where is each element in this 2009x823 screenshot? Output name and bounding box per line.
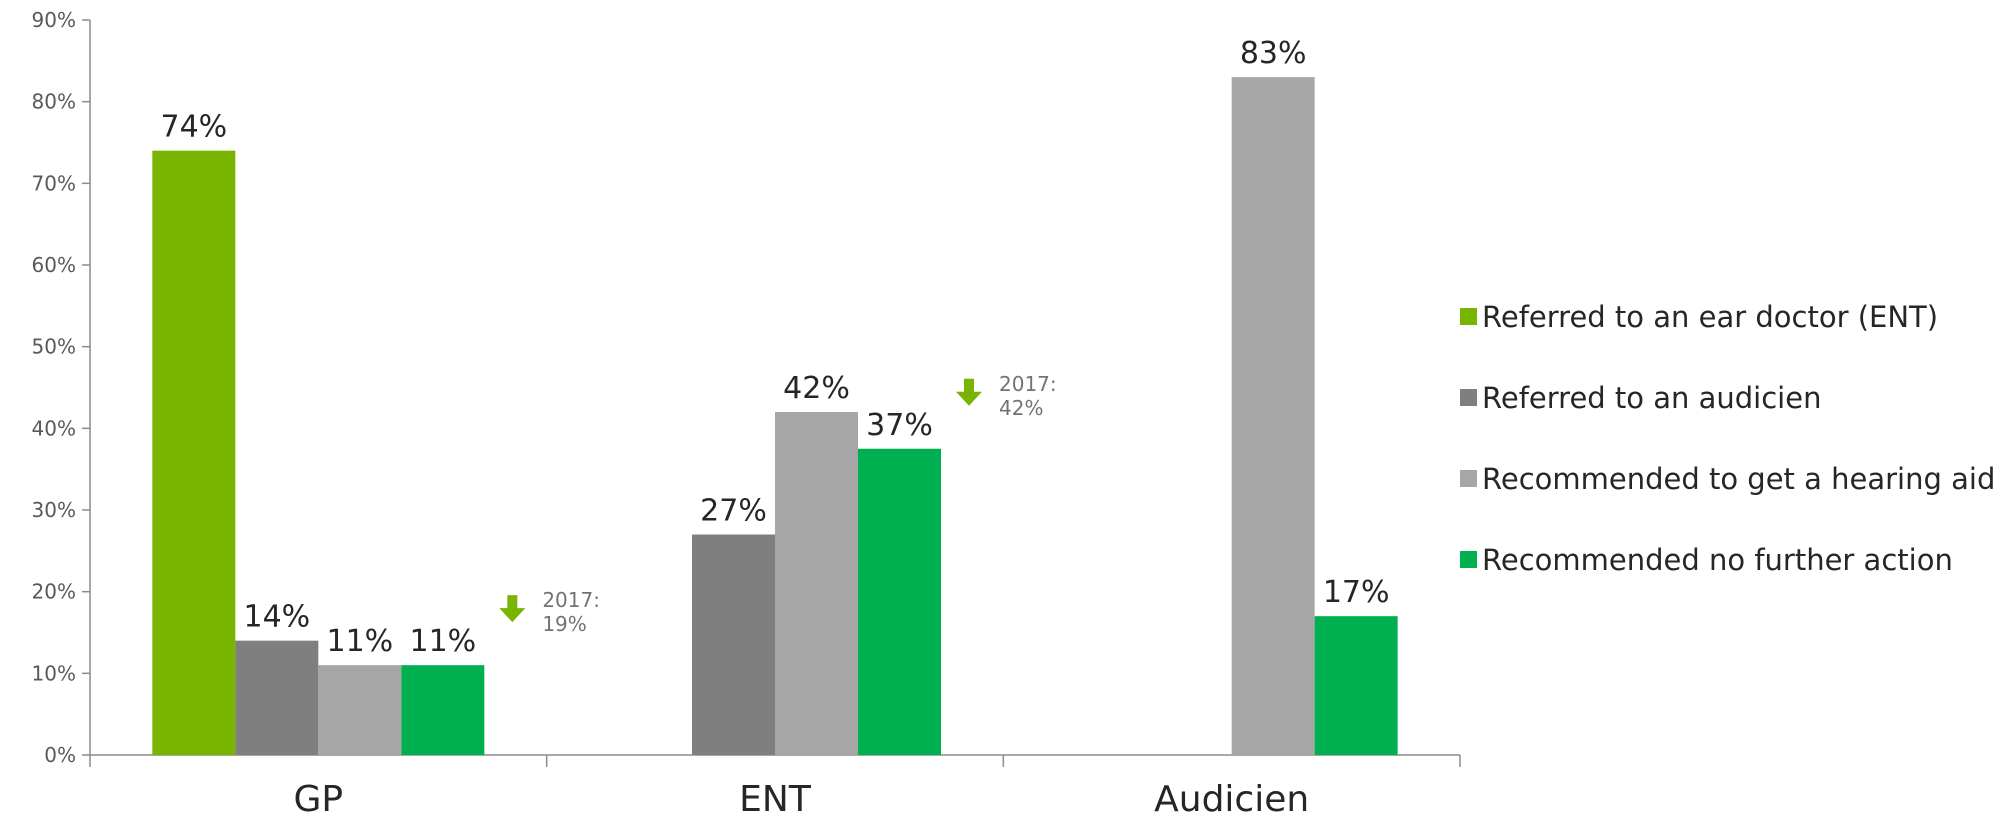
- legend-label: Referred to an audicien: [1482, 381, 1821, 415]
- data-label: 27%: [700, 494, 767, 529]
- data-label: 11%: [409, 624, 476, 659]
- down-arrow-icon: [956, 378, 982, 406]
- y-tick-label: 80%: [32, 90, 76, 114]
- legend-swatch: [1460, 308, 1477, 325]
- data-label: 17%: [1323, 575, 1390, 610]
- bar[interactable]: [775, 412, 858, 755]
- y-tick-label: 70%: [32, 171, 76, 195]
- down-arrow-shaft: [964, 378, 974, 393]
- annotation-year: 2017:: [999, 372, 1057, 396]
- data-label: 42%: [783, 371, 850, 406]
- down-arrow-icon: [499, 595, 526, 623]
- y-tick-label: 60%: [32, 253, 76, 277]
- legend-label: Recommended no further action: [1482, 543, 1953, 577]
- legend-swatch: [1460, 470, 1477, 487]
- down-arrow-head: [956, 391, 982, 406]
- x-category-label: ENT: [739, 779, 812, 820]
- bar[interactable]: [152, 150, 236, 755]
- legend-swatch: [1460, 389, 1477, 406]
- annotation-value: 42%: [999, 396, 1043, 420]
- data-label: 14%: [243, 600, 310, 635]
- annotation-value: 19%: [542, 612, 586, 636]
- bar[interactable]: [235, 640, 319, 755]
- data-label: 11%: [326, 624, 393, 659]
- y-tick-label: 10%: [32, 661, 76, 685]
- bar[interactable]: [1231, 77, 1315, 755]
- x-category-label: GP: [294, 779, 344, 820]
- y-tick-label: 20%: [32, 580, 76, 604]
- down-arrow-head: [499, 608, 526, 623]
- legend-label: Recommended to get a hearing aid: [1482, 462, 1995, 496]
- annotation-year: 2017:: [542, 588, 600, 612]
- y-tick-label: 90%: [32, 8, 76, 32]
- bar[interactable]: [858, 448, 941, 755]
- legend-label: Referred to an ear doctor (ENT): [1482, 300, 1938, 334]
- bar[interactable]: [318, 665, 402, 755]
- bar[interactable]: [1314, 616, 1398, 755]
- y-tick-label: 50%: [32, 335, 76, 359]
- down-arrow-shaft: [507, 595, 518, 610]
- data-label: 83%: [1240, 36, 1307, 71]
- bar[interactable]: [692, 534, 775, 756]
- bar[interactable]: [401, 665, 485, 755]
- y-tick-label: 30%: [32, 498, 76, 522]
- data-label: 74%: [160, 110, 227, 145]
- y-tick-label: 40%: [32, 416, 76, 440]
- data-label: 37%: [866, 408, 933, 443]
- legend-swatch: [1460, 551, 1477, 568]
- x-category-label: Audicien: [1154, 779, 1309, 820]
- y-tick-label: 0%: [44, 743, 76, 767]
